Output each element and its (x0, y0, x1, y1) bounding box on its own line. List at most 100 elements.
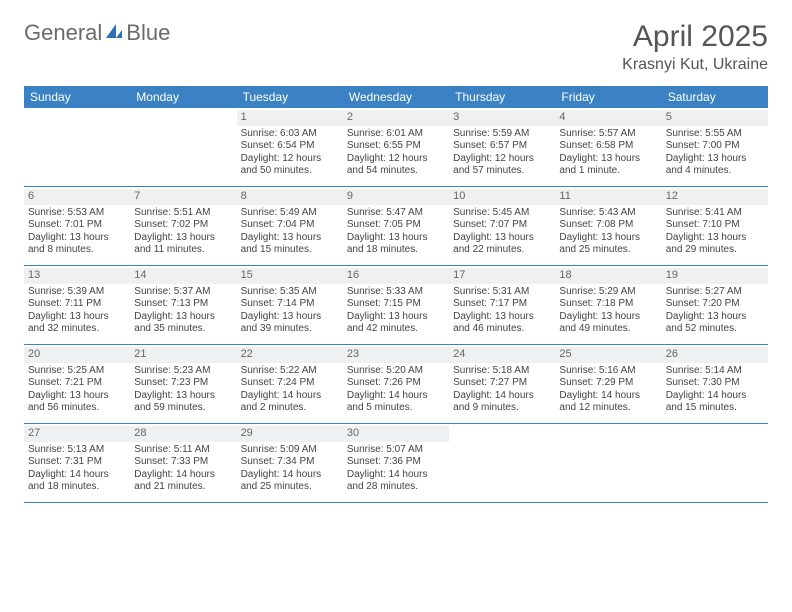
day-number (24, 110, 130, 112)
day-number: 7 (130, 189, 236, 205)
sunset-text: Sunset: 6:58 PM (559, 140, 657, 153)
day-number: 12 (662, 189, 768, 205)
day-cell: 14Sunrise: 5:37 AMSunset: 7:13 PMDayligh… (130, 266, 236, 344)
sunrise-text: Sunrise: 5:49 AM (241, 207, 339, 220)
sunset-text: Sunset: 7:34 PM (241, 456, 339, 469)
day-number: 3 (449, 110, 555, 126)
sunrise-text: Sunrise: 5:16 AM (559, 365, 657, 378)
daylight-text: Daylight: 12 hours and 57 minutes. (453, 153, 551, 178)
sunset-text: Sunset: 7:02 PM (134, 219, 232, 232)
daylight-text: Daylight: 13 hours and 1 minute. (559, 153, 657, 178)
daylight-text: Daylight: 13 hours and 25 minutes. (559, 232, 657, 257)
day-number: 30 (343, 426, 449, 442)
day-cell: 7Sunrise: 5:51 AMSunset: 7:02 PMDaylight… (130, 187, 236, 265)
week-row: 1Sunrise: 6:03 AMSunset: 6:54 PMDaylight… (24, 108, 768, 187)
sunset-text: Sunset: 7:33 PM (134, 456, 232, 469)
sunrise-text: Sunrise: 5:51 AM (134, 207, 232, 220)
day-cell: 13 Sunrise: 5:39 AMSunset: 7:11 PMDayligh… (24, 266, 130, 344)
daylight-text: Daylight: 13 hours and 42 minutes. (347, 311, 445, 336)
day-cell: 8Sunrise: 5:49 AMSunset: 7:04 PMDaylight… (237, 187, 343, 265)
sunrise-text: Sunrise: 5:59 AM (453, 128, 551, 141)
day-cell: 10Sunrise: 5:45 AMSunset: 7:07 PMDayligh… (449, 187, 555, 265)
day-number (449, 426, 555, 428)
daylight-text: Daylight: 14 hours and 18 minutes. (28, 469, 126, 494)
sunset-text: Sunset: 7:36 PM (347, 456, 445, 469)
day-cell: 6Sunrise: 5:53 AMSunset: 7:01 PMDaylight… (24, 187, 130, 265)
daylight-text: Daylight: 12 hours and 50 minutes. (241, 153, 339, 178)
daylight-text: Daylight: 14 hours and 15 minutes. (666, 390, 764, 415)
sunset-text: Sunset: 7:24 PM (241, 377, 339, 390)
sunset-text: Sunset: 7:20 PM (666, 298, 764, 311)
day-cell: 9Sunrise: 5:47 AMSunset: 7:05 PMDaylight… (343, 187, 449, 265)
location: Krasnyi Kut, Ukraine (622, 56, 768, 74)
sunset-text: Sunset: 7:01 PM (28, 219, 126, 232)
day-cell: 27Sunrise: 5:13 AMSunset: 7:31 PMDayligh… (24, 424, 130, 502)
sunrise-text: Sunrise: 5:43 AM (559, 207, 657, 220)
month-title: April 2025 (622, 20, 768, 54)
sunrise-text: Sunrise: 5:45 AM (453, 207, 551, 220)
sunset-text: Sunset: 7:08 PM (559, 219, 657, 232)
day-number: 9 (343, 189, 449, 205)
sunset-text: Sunset: 7:18 PM (559, 298, 657, 311)
week-row: 13Sunrise: 5:39 AMSunset: 7:11 PMDayligh… (24, 266, 768, 345)
dow-cell: Tuesday (237, 86, 343, 108)
sunset-text: Sunset: 7:10 PM (666, 219, 764, 232)
day-cell: 3Sunrise: 5:59 AMSunset: 6:57 PMDaylight… (449, 108, 555, 186)
day-cell: 1Sunrise: 6:03 AMSunset: 6:54 PMDaylight… (237, 108, 343, 186)
sunrise-text: Sunrise: 5:18 AM (453, 365, 551, 378)
day-cell: 22Sunrise: 5:22 AMSunset: 7:24 PMDayligh… (237, 345, 343, 423)
sunrise-text: Sunrise: 5:23 AM (134, 365, 232, 378)
sunrise-text: Sunrise: 5:41 AM (666, 207, 764, 220)
sunrise-text: Sunrise: 5:22 AM (241, 365, 339, 378)
daylight-text: Daylight: 14 hours and 28 minutes. (347, 469, 445, 494)
sunrise-text: Sunrise: 5:29 AM (559, 286, 657, 299)
day-number: 17 (449, 268, 555, 284)
dow-cell: Monday (130, 86, 236, 108)
brand-name-a: General (24, 20, 102, 46)
day-number: 22 (237, 347, 343, 363)
weeks-container: 1Sunrise: 6:03 AMSunset: 6:54 PMDaylight… (24, 108, 768, 503)
day-cell: 5Sunrise: 5:55 AMSunset: 7:00 PMDaylight… (662, 108, 768, 186)
sunrise-text: Sunrise: 5:53 AM (28, 207, 126, 220)
day-number: 13 (24, 268, 130, 284)
day-number (662, 426, 768, 428)
day-number: 25 (555, 347, 661, 363)
sunrise-text: Sunrise: 5:37 AM (134, 286, 232, 299)
day-cell: 23Sunrise: 5:20 AMSunset: 7:26 PMDayligh… (343, 345, 449, 423)
sunset-text: Sunset: 7:21 PM (28, 377, 126, 390)
daylight-text: Daylight: 14 hours and 9 minutes. (453, 390, 551, 415)
sunset-text: Sunset: 7:07 PM (453, 219, 551, 232)
daylight-text: Daylight: 13 hours and 32 minutes. (28, 311, 126, 336)
sunrise-text: Sunrise: 5:39 AM (28, 286, 126, 299)
sunset-text: Sunset: 7:27 PM (453, 377, 551, 390)
daylight-text: Daylight: 14 hours and 5 minutes. (347, 390, 445, 415)
sunset-text: Sunset: 7:11 PM (28, 298, 126, 311)
day-number: 6 (24, 189, 130, 205)
day-cell: 18Sunrise: 5:29 AMSunset: 7:18 PMDayligh… (555, 266, 661, 344)
sunrise-text: Sunrise: 6:03 AM (241, 128, 339, 141)
sunset-text: Sunset: 6:54 PM (241, 140, 339, 153)
daylight-text: Daylight: 13 hours and 29 minutes. (666, 232, 764, 257)
day-number: 8 (237, 189, 343, 205)
day-cell: 24Sunrise: 5:18 AMSunset: 7:27 PMDayligh… (449, 345, 555, 423)
sunset-text: Sunset: 7:29 PM (559, 377, 657, 390)
day-cell: 17Sunrise: 5:31 AMSunset: 7:17 PMDayligh… (449, 266, 555, 344)
sunrise-text: Sunrise: 5:09 AM (241, 444, 339, 457)
day-number: 16 (343, 268, 449, 284)
week-row: 6 Sunrise: 5:53 AMSunset: 7:01 PM Daylight… (24, 187, 768, 266)
day-cell (662, 424, 768, 502)
day-cell: 11Sunrise: 5:43 AMSunset: 7:08 PMDayligh… (555, 187, 661, 265)
dow-cell: Sunday (24, 86, 130, 108)
day-number: 18 (555, 268, 661, 284)
sunset-text: Sunset: 6:55 PM (347, 140, 445, 153)
day-cell: 29Sunrise: 5:09 AMSunset: 7:34 PMDayligh… (237, 424, 343, 502)
sunset-text: Sunset: 7:15 PM (347, 298, 445, 311)
day-number: 14 (130, 268, 236, 284)
day-cell: 12 Sunrise: 5:41 AMSunset: 7:10 PMDayligh… (662, 187, 768, 265)
sunrise-text: Sunrise: 5:14 AM (666, 365, 764, 378)
day-number: 10 (449, 189, 555, 205)
daylight-text: Daylight: 13 hours and 4 minutes. (666, 153, 764, 178)
day-cell: 21Sunrise: 5:23 AMSunset: 7:23 PMDayligh… (130, 345, 236, 423)
sunrise-text: Sunrise: 5:31 AM (453, 286, 551, 299)
dow-cell: Saturday (662, 86, 768, 108)
